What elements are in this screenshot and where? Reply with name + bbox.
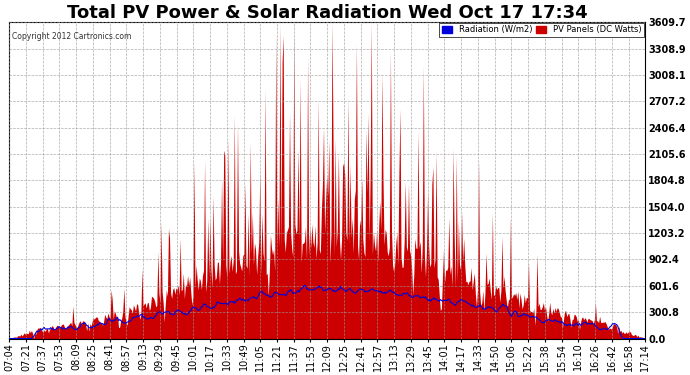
- Legend: Radiation (W/m2), PV Panels (DC Watts): Radiation (W/m2), PV Panels (DC Watts): [440, 23, 644, 37]
- Title: Total PV Power & Solar Radiation Wed Oct 17 17:34: Total PV Power & Solar Radiation Wed Oct…: [67, 4, 588, 22]
- Text: Copyright 2012 Cartronics.com: Copyright 2012 Cartronics.com: [12, 32, 132, 41]
